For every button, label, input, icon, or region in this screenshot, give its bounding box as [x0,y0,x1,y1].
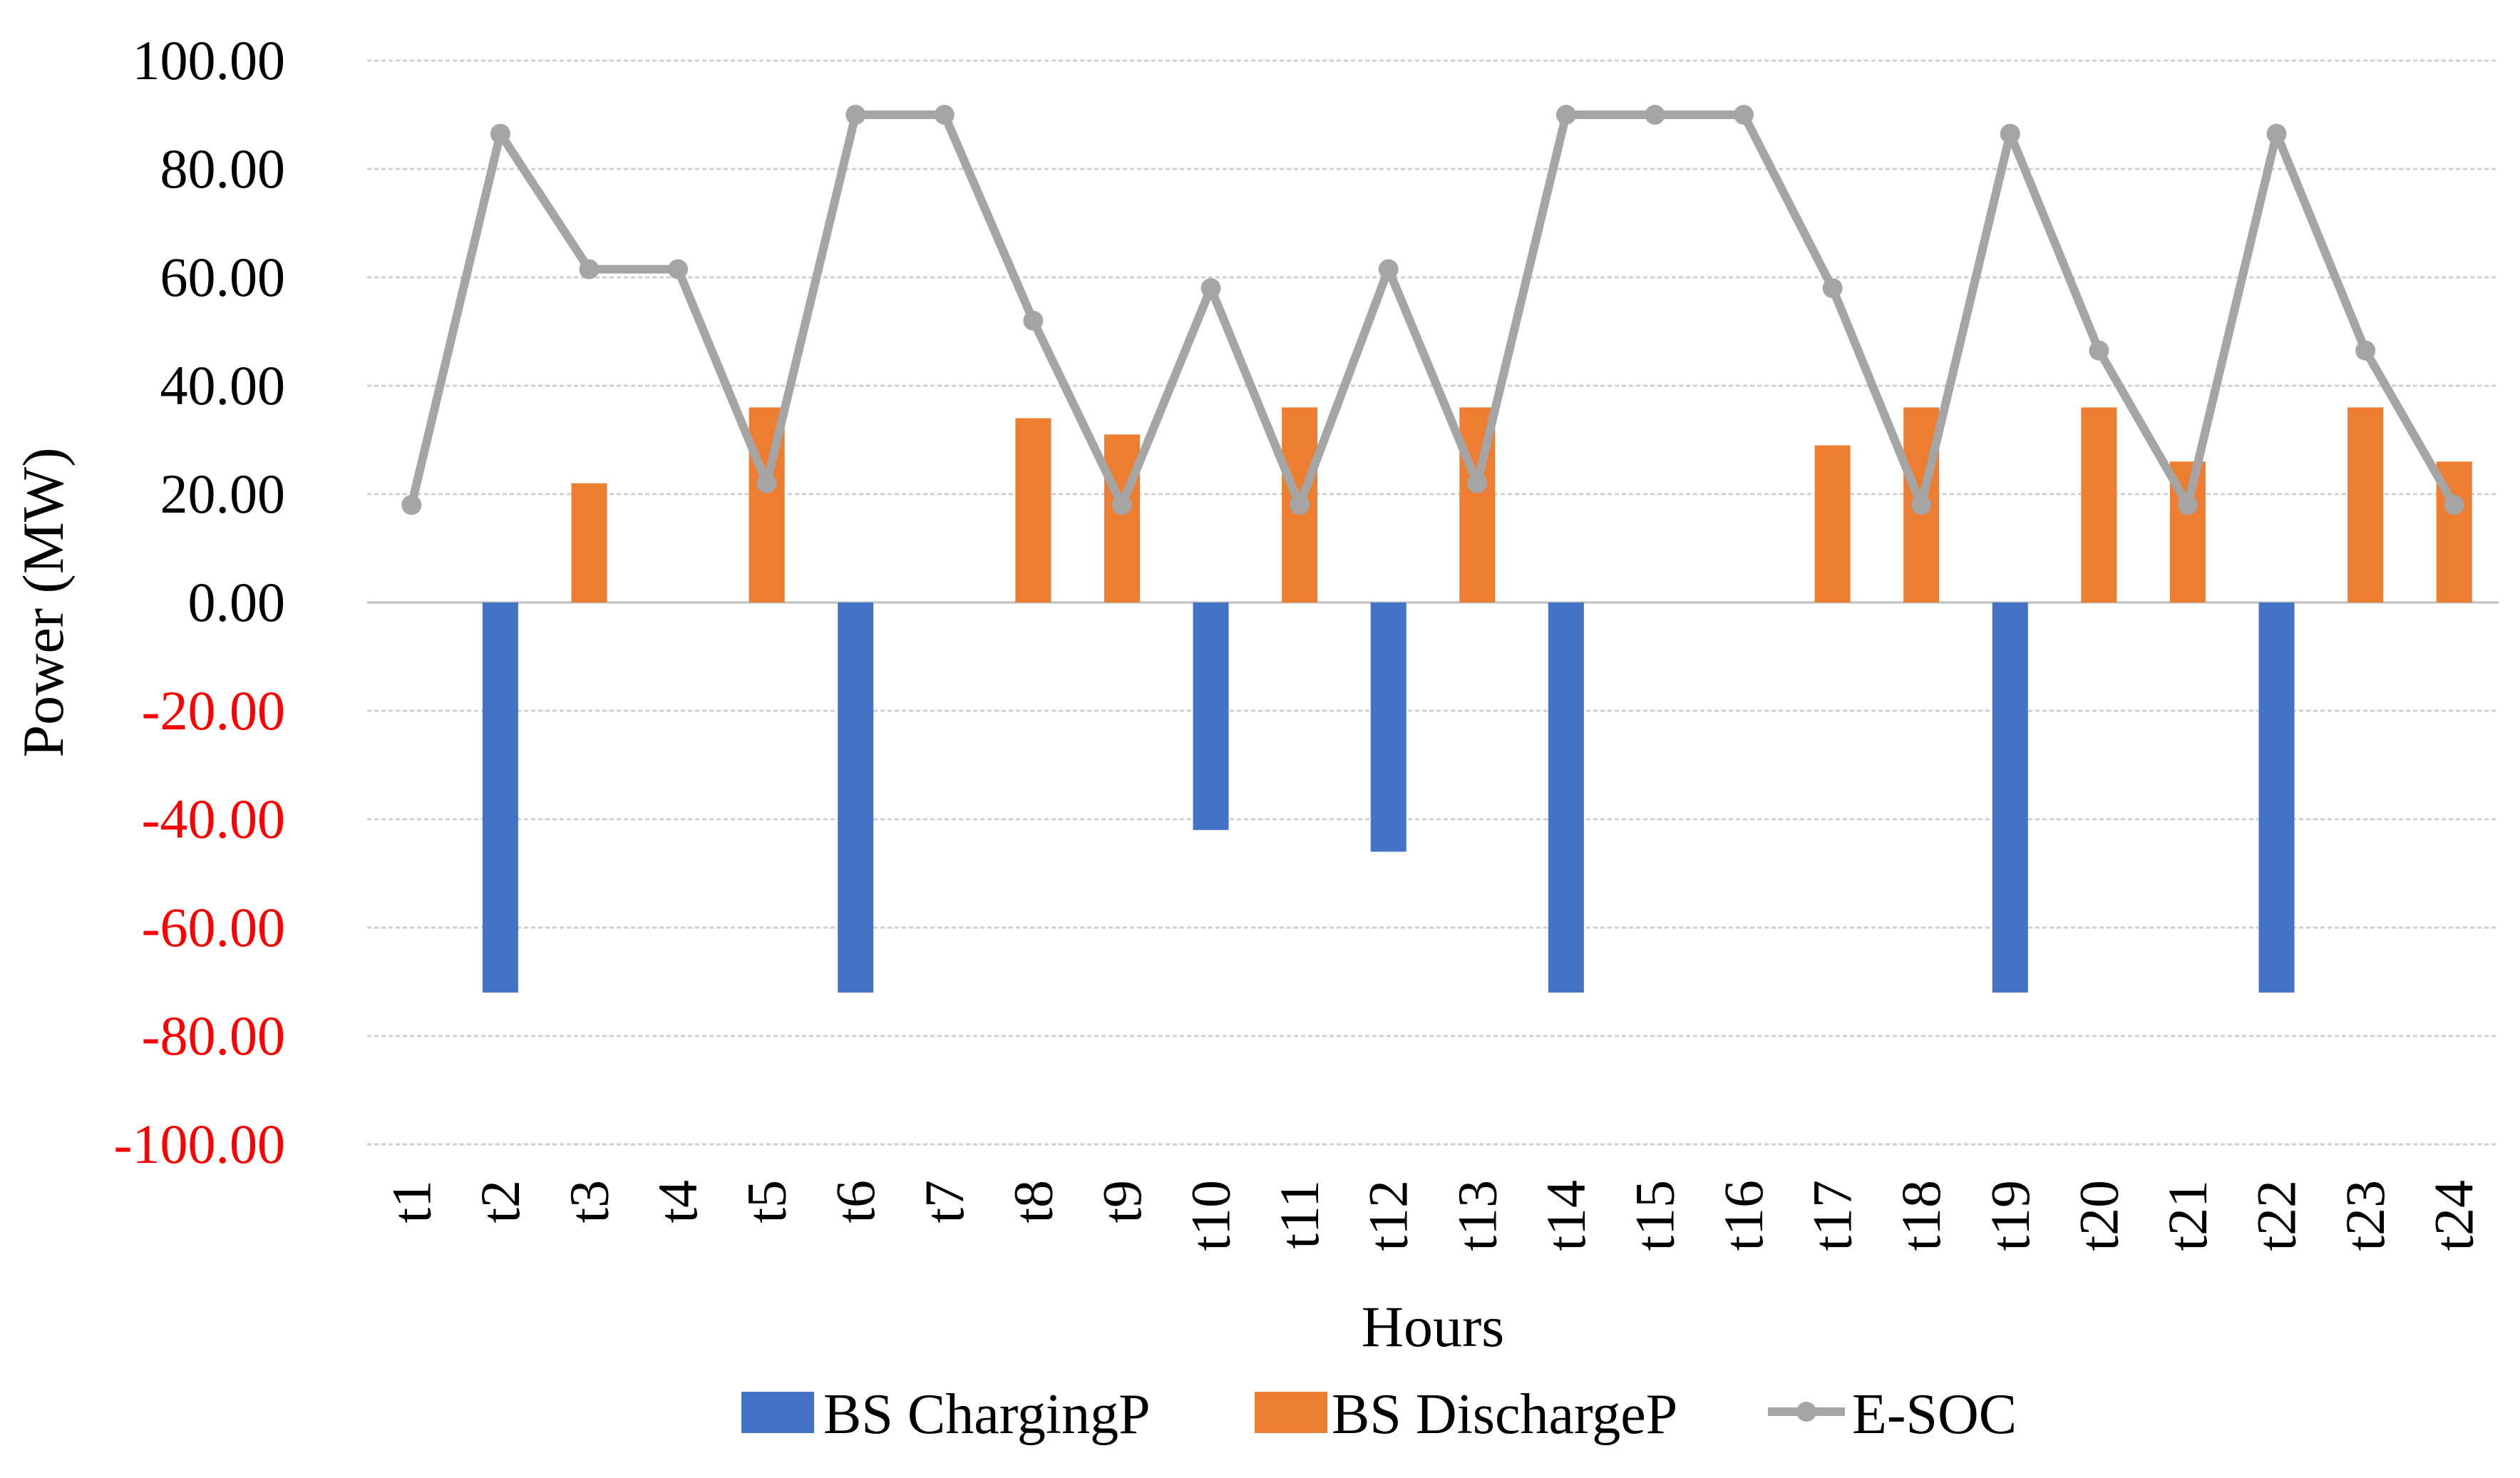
point-e-soc-t12 [1378,259,1399,279]
x-tick-label: t15 [1623,1180,1685,1251]
legend: BS ChargingP BS DischargeP E-SOC [741,1383,2017,1446]
x-axis-ticks: t1 t2 t3 t4 t5 t6 t7 t8 t9 t10 t11 t12 t13 t14 t15 t16 t… [380,1180,2484,1251]
legend-item-bs-chargingp: BS ChargingP [741,1383,1151,1446]
point-e-soc-t4 [668,259,689,279]
point-e-soc-t22 [2266,123,2287,144]
point-e-soc-t2 [490,123,510,144]
y-tick-label: 80.00 [160,138,286,200]
x-tick-label: t5 [736,1180,798,1223]
point-e-soc-t10 [1200,278,1221,299]
x-tick-label: t6 [824,1180,886,1223]
y-tick-label: 100.00 [133,29,286,91]
y-axis-ticks: 100.00 80.00 60.00 40.00 20.00 0.00 -20.00 -40.… [114,29,285,1175]
point-e-soc-t6 [845,105,866,125]
y-tick-label: -40.00 [142,788,285,850]
y-tick-label: -100.00 [114,1113,285,1175]
x-tick-label: t24 [2423,1180,2485,1251]
point-e-soc-t17 [1822,278,1843,299]
bars [482,407,2472,993]
bar-bs-dischargep-t17 [1814,445,1851,602]
legend-swatch [741,1392,814,1433]
x-tick-label: t14 [1535,1180,1597,1251]
x-tick-label: t19 [1979,1180,2041,1251]
x-tick-label: t7 [913,1180,975,1223]
bar-bs-chargingp-t14 [1548,602,1584,993]
point-e-soc-t21 [2177,495,2198,515]
bar-bs-dischargep-t9 [1104,434,1140,602]
legend-item-e-soc: E-SOC [1768,1383,2017,1446]
x-tick-label: t9 [1091,1180,1153,1223]
point-e-soc-t23 [2355,340,2376,361]
x-tick-label: t2 [469,1180,531,1223]
soc-line [401,105,2464,515]
x-tick-label: t16 [1712,1180,1774,1251]
legend-swatch-marker [1796,1402,1816,1422]
bar-bs-dischargep-t20 [2081,407,2117,602]
point-e-soc-t18 [1911,495,1932,515]
point-e-soc-t11 [1290,495,1310,515]
bar-bs-chargingp-t6 [838,602,874,993]
point-e-soc-t24 [2444,495,2464,515]
series-line-e-soc [407,111,2459,510]
point-e-soc-t8 [1023,310,1044,331]
x-tick-label: t12 [1357,1180,1419,1251]
x-tick-label: t3 [557,1180,619,1223]
point-e-soc-t16 [1734,105,1754,125]
legend-label: BS ChargingP [823,1383,1151,1446]
point-e-soc-t19 [2000,123,2020,144]
x-tick-label: t21 [2156,1180,2218,1251]
x-tick-label: t4 [647,1180,709,1223]
point-e-soc-t3 [579,259,600,279]
x-tick-label: t23 [2334,1180,2396,1251]
bar-bs-dischargep-t3 [571,483,607,602]
point-e-soc-t9 [1111,495,1132,515]
x-tick-label: t10 [1180,1180,1242,1251]
point-e-soc-t20 [2089,340,2109,361]
bar-bs-chargingp-t2 [482,602,518,993]
y-tick-label: -20.00 [142,679,285,741]
x-tick-label: t22 [2246,1180,2308,1251]
x-tick-label: t20 [2067,1180,2129,1251]
y-tick-label: 60.00 [160,246,286,308]
y-axis-title: Power (MW) [11,448,76,758]
x-tick-label: t8 [1002,1180,1064,1223]
x-tick-label: t17 [1801,1180,1863,1251]
y-tick-label: 40.00 [160,354,286,416]
x-tick-label: t13 [1446,1180,1508,1251]
point-e-soc-t7 [934,105,955,125]
bar-bs-chargingp-t22 [2258,602,2295,993]
legend-swatch [1255,1392,1327,1433]
bar-bs-chargingp-t19 [1992,602,2028,993]
legend-item-bs-dischargep: BS DischargeP [1255,1383,1677,1446]
bar-bs-dischargep-t23 [2347,407,2384,602]
x-tick-label: t18 [1890,1180,1952,1251]
y-tick-label: 0.00 [188,571,286,633]
x-tick-label: t11 [1268,1180,1330,1249]
y-tick-label: -80.00 [142,1005,285,1067]
y-tick-label: -60.00 [142,896,285,958]
point-e-soc-t15 [1645,105,1665,125]
bar-bs-chargingp-t10 [1193,602,1229,831]
point-e-soc-t5 [756,473,777,493]
x-tick-label: t1 [380,1180,442,1223]
x-axis-title: Hours [1362,1294,1504,1359]
point-e-soc-t14 [1555,105,1576,125]
point-e-soc-t1 [401,495,422,515]
legend-label: E-SOC [1852,1383,2017,1446]
point-e-soc-t13 [1467,473,1488,493]
bar-bs-chargingp-t12 [1370,602,1406,852]
y-tick-label: 20.00 [160,463,286,525]
bar-bs-dischargep-t8 [1015,418,1051,602]
legend-label: BS DischargeP [1332,1383,1677,1446]
